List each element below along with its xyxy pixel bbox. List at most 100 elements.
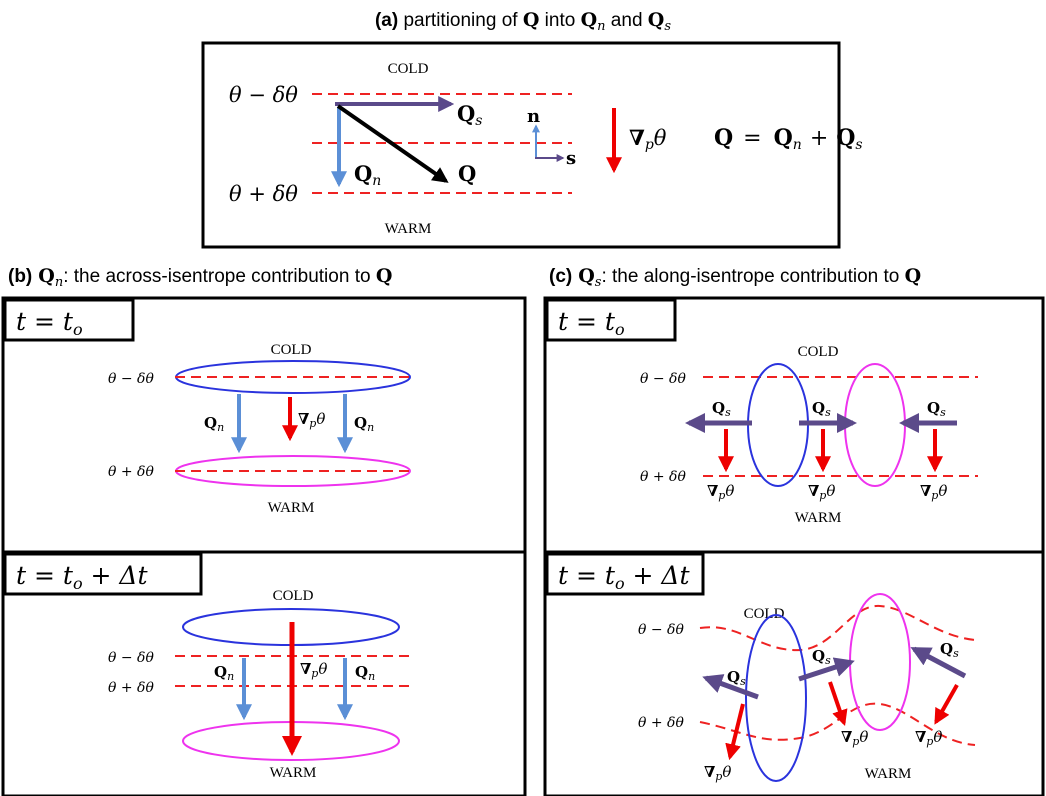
panel-b-top-grad-label: ∇pθ <box>298 410 325 430</box>
panel-c-bottom-grad-arrow-middle <box>828 681 848 727</box>
panel-b-t1-tail: + Δt <box>83 561 149 590</box>
panel-c-bottom-grad-arrow-right <box>934 684 959 725</box>
panel-b-top-theta-minus: θ − δθ <box>108 371 154 387</box>
panel-c-top-grad-middle-theta: θ <box>826 482 835 500</box>
panel-c-top-qs-right-sub: s <box>940 406 946 419</box>
panel-c-top-warm-ellipse <box>844 363 906 487</box>
panel-b-top-grad-nabla: ∇ <box>298 410 310 428</box>
panel-c-t1-sub: o <box>615 574 625 593</box>
panel-c-top-grad-right-theta: θ <box>938 482 947 500</box>
panel-a-grad-label: ∇pθ <box>629 125 667 153</box>
panel-b-title-q2: Q <box>376 265 393 287</box>
panel-b-bottom-qn-label-right: Qn <box>355 663 375 683</box>
panel-c-letter: (c) <box>549 266 572 287</box>
panel-a-title: (a) partitioning of Q into Qn and Qs <box>375 9 671 34</box>
panel-a-grad-nabla: ∇ <box>629 125 645 150</box>
panel-a-qs-sub: s <box>475 113 482 129</box>
panel-c-bottom-grad-right-sub: p <box>926 735 933 748</box>
panel-c-bottom-isentrope-upper <box>699 604 976 652</box>
panel-b-t0-sub: o <box>73 320 83 339</box>
panel-a-eq-equals: = <box>743 126 761 151</box>
panel-c-top-grad-middle-nabla: ∇ <box>808 482 820 500</box>
panel-b-top-qn-right-q: Q <box>354 414 367 432</box>
panel-c-bottom-cold-ellipse <box>745 614 807 782</box>
panel-c-bottom-grad-middle-nabla: ∇ <box>841 728 853 746</box>
panel-c-top-qs-right-q: Q <box>927 399 940 417</box>
panel-a-qs-label: Qs <box>457 101 482 129</box>
panel-c-bottom-theta-minus: θ − δθ <box>638 622 684 638</box>
panel-c-top-grad-label-right: ∇pθ <box>920 482 947 502</box>
panel-a-eq-s: s <box>855 137 862 153</box>
panel-a-frame <box>201 41 841 249</box>
panel-c-top-grad-left-theta: θ <box>725 482 734 500</box>
panel-c-bottom-qs-arrow-middle <box>798 657 855 682</box>
panel-b-bottom-grad-nabla: ∇ <box>300 660 312 678</box>
panel-a-title-q: Q <box>523 9 540 31</box>
panel-c-bottom-qs-right-sub: s <box>953 647 959 660</box>
panel-c-title-rest: : the along-isentrope contribution to <box>601 266 904 287</box>
panel-c-top-warm-label: WARM <box>795 510 842 526</box>
panel-c-top-grad-label-left: ∇pθ <box>707 482 734 502</box>
panel-c-bottom-grad-label-right: ∇pθ <box>915 728 942 748</box>
panel-c-t1-tail: + Δt <box>625 561 691 590</box>
panel-a-title-qs: Q <box>648 9 665 31</box>
panel-c-title-q2: Q <box>905 265 922 287</box>
panel-a-title-and: and <box>606 10 648 31</box>
panel-b-bottom-grad-sub: p <box>311 667 318 680</box>
panel-c-t0-text: t = t <box>558 307 616 336</box>
panel-b-bottom-theta-minus: θ − δθ <box>108 650 154 666</box>
panel-c-bottom-qs-left-sub: s <box>740 675 746 688</box>
panel-b-bottom-qn-label-left: Qn <box>214 663 234 683</box>
panel-a-cold-label: COLD <box>388 61 429 77</box>
panel-b-title-n-sub: n <box>55 275 63 290</box>
panel-b-t1-sub: o <box>73 574 83 593</box>
panel-a-qn-q: Q <box>354 161 372 186</box>
panel-b-t1-label: t = to + Δt <box>16 561 148 593</box>
panel-a-s-axis-label: s <box>566 148 576 169</box>
panel-c-bottom-cold-label: COLD <box>744 606 785 622</box>
panel-a-equation: Q = Qn + Qs <box>714 125 863 153</box>
panel-a-qn-label: Qn <box>354 161 381 189</box>
panel-c-t0-sub: o <box>615 320 625 339</box>
panel-c-bottom-qs-middle-sub: s <box>825 654 831 667</box>
panel-b-top-cold-label: COLD <box>271 342 312 358</box>
panel-b-title-rest: : the across-isentrope contribution to <box>63 266 376 287</box>
panel-c-bottom-grad-arrow-left <box>725 703 745 761</box>
panel-c-t0-label: t = to <box>558 307 625 339</box>
panel-b-bottom-qn-right-sub: n <box>368 670 375 683</box>
panel-b-top-grad-theta: θ <box>316 410 325 428</box>
panel-c-bottom-qs-arrow-left <box>702 674 759 700</box>
panel-a-letter: (a) <box>375 10 398 31</box>
panel-c-top-qs-label-left: Qs <box>712 399 731 419</box>
panel-b-bottom-warm-label: WARM <box>270 765 317 781</box>
panel-b-bottom-qn-left-sub: n <box>227 670 234 683</box>
panel-c-top-qs-label-middle: Qs <box>812 399 831 419</box>
panel-a-q-label: Q <box>458 161 476 186</box>
panel-c-title-s-sub: s <box>595 275 602 290</box>
panel-b-top-qn-label-right: Qn <box>354 414 374 434</box>
panel-c-bottom-qs-right-q: Q <box>940 640 953 658</box>
panel-c-t1-text: t = t <box>558 561 616 590</box>
panel-b-bottom-qn-right-q: Q <box>355 663 368 681</box>
panel-c-bottom-grad-label-middle: ∇pθ <box>841 728 868 748</box>
panel-a-title-into: into <box>539 10 580 31</box>
panel-a-theta-plus-label: θ + δθ <box>229 182 298 206</box>
panel-b-bottom-grad-label: ∇pθ <box>300 660 327 680</box>
panel-a-eq-q1: Q <box>774 125 793 151</box>
panel-b-top-qn-label-left: Qn <box>204 414 224 434</box>
panel-c-top-qs-left-sub: s <box>725 406 731 419</box>
panel-c-top-grad-left-nabla: ∇ <box>707 482 719 500</box>
panel-c-t0-label-box <box>545 298 677 342</box>
panel-b-letter: (b) <box>8 266 32 287</box>
panel-a-grad-theta: θ <box>654 126 667 150</box>
panel-a-title-text: partitioning of <box>398 10 523 31</box>
panel-c-top-grad-right-nabla: ∇ <box>920 482 932 500</box>
panel-b-top-qn-left-sub: n <box>217 421 224 434</box>
panel-b-top-qn-right-sub: n <box>367 421 374 434</box>
panel-c-title: (c) Qs: the along-isentrope contribution … <box>549 265 921 290</box>
panel-c-bottom-qs-middle-q: Q <box>812 647 825 665</box>
panel-b-top-grad-sub: p <box>309 417 316 430</box>
panel-a-theta-minus-label: θ − δθ <box>229 83 298 107</box>
panel-a-title-n-sub: n <box>597 19 605 34</box>
